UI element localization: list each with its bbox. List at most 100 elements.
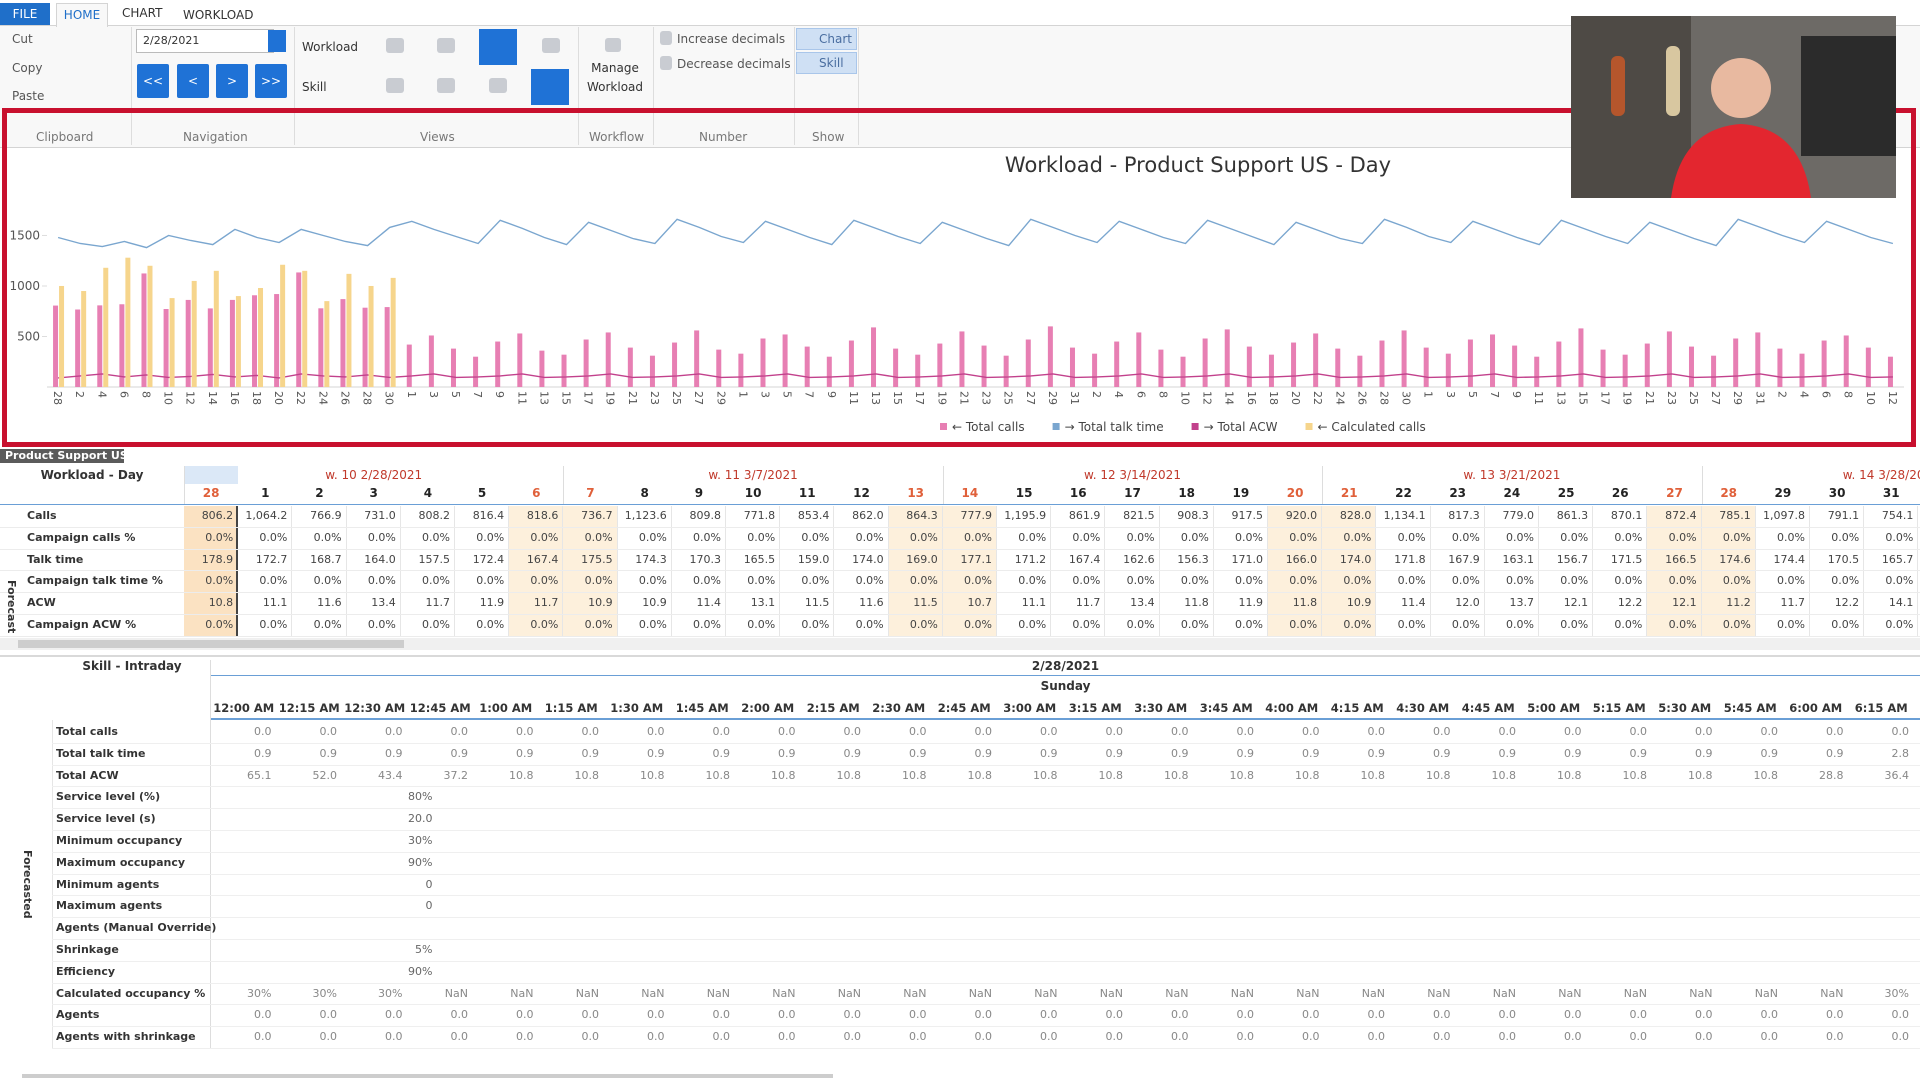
table-cell: NaN [670, 987, 736, 1000]
table-cell: NaN [1194, 987, 1260, 1000]
table-cell: 172.4 [455, 553, 509, 566]
side-label: Forecasted [21, 850, 34, 919]
row-label: Agents (Manual Override) [56, 921, 216, 934]
row-rule [52, 1026, 1920, 1027]
time-header: 1:45 AM [670, 701, 736, 715]
table-cell: 171.2 [997, 553, 1051, 566]
table-cell: 0.0 [1456, 1030, 1522, 1043]
row-label: Total talk time [56, 747, 145, 760]
time-header: 3:45 AM [1194, 701, 1260, 715]
table-cell: 0.0 [1652, 1030, 1718, 1043]
table-cell: 0.0 [932, 1030, 998, 1043]
table-cell: 0.0 [1456, 725, 1522, 738]
table-cell: 0.0% [1376, 618, 1430, 631]
table-cell: 0.0 [277, 1030, 343, 1043]
table-cell: 0.0 [277, 1008, 343, 1021]
table-cell: 11.4 [672, 596, 726, 609]
table-cell: 10.8 [473, 769, 539, 782]
day-header: 27 [1647, 486, 1701, 500]
table-cell: 0.0% [943, 531, 997, 544]
table-cell: 11.6 [834, 596, 888, 609]
table-cell: 170.5 [1810, 553, 1864, 566]
row-label: Maximum agents [56, 899, 162, 912]
table-cell: 1,123.6 [618, 509, 672, 522]
time-header: 4:45 AM [1456, 701, 1522, 715]
row-rule [52, 808, 1920, 809]
table-cell: 166.5 [1647, 553, 1701, 566]
time-header: 2:45 AM [932, 701, 998, 715]
table-cell: 11.5 [780, 596, 834, 609]
table-cell: 30% [342, 987, 408, 1000]
table-cell: 28.8 [1783, 769, 1849, 782]
table-cell: 11.4 [1376, 596, 1430, 609]
table-cell: 0.0% [347, 574, 401, 587]
table-cell: 0.9 [604, 747, 670, 760]
table-cell: 0.0% [780, 531, 834, 544]
table-cell: NaN [1456, 987, 1522, 1000]
row-rule [0, 636, 1920, 637]
table-cell: 11.7 [509, 596, 563, 609]
scroll-thumb [22, 1074, 833, 1078]
table-cell: 808.2 [401, 509, 455, 522]
table-cell: 12.0 [1431, 596, 1485, 609]
table-cell: 0.0 [1849, 725, 1915, 738]
time-header: 12:00 AM [211, 701, 277, 715]
table-cell: 0.0% [834, 574, 888, 587]
table-cell: 920.0 [1268, 509, 1322, 522]
table-cell: 0.0 [735, 725, 801, 738]
table-cell: 0.0% [184, 574, 238, 587]
table-cell: 0.0% [1647, 531, 1701, 544]
table-cell: 168.7 [292, 553, 346, 566]
day-header: 1 [238, 486, 292, 500]
table-cell: 917.5 [1214, 509, 1268, 522]
table-cell: 0.0% [184, 531, 238, 544]
table-cell: 754.1 [1864, 509, 1918, 522]
table-cell: 0.0% [1539, 618, 1593, 631]
table-cell: 11.9 [455, 596, 509, 609]
table-cell: NaN [1128, 987, 1194, 1000]
table-cell: 0.0% [1431, 531, 1485, 544]
table-cell: 0.0% [1756, 618, 1810, 631]
row-rule [52, 830, 1920, 831]
day-header: 28 [184, 486, 238, 500]
day-header: 16 [1051, 486, 1105, 500]
table-cell: 0.9 [1194, 747, 1260, 760]
table-cell: 0.0% [292, 574, 346, 587]
table-cell: 809.8 [672, 509, 726, 522]
table-cell: 10.8 [184, 596, 238, 609]
day-header: 10 [726, 486, 780, 500]
table-cell: 10.8 [1128, 769, 1194, 782]
table-cell: 0.9 [1587, 747, 1653, 760]
table-cell: 0.9 [342, 747, 408, 760]
table-cell: 11.7 [401, 596, 455, 609]
week-label: w. 11 3/7/2021 [563, 468, 942, 482]
table-cell: 0.9 [1390, 747, 1456, 760]
table-cell: 0.0% [1864, 618, 1918, 631]
time-header: 3:30 AM [1128, 701, 1194, 715]
table-cell: 10.8 [735, 769, 801, 782]
time-header: 12:30 AM [342, 701, 408, 715]
table-cell: 0.0 [932, 725, 998, 738]
table-cell: 0.0% [1160, 618, 1214, 631]
table-cell: 0.0 [1390, 1008, 1456, 1021]
table-cell: 0.0% [1810, 618, 1864, 631]
row-label: Maximum occupancy [56, 856, 185, 869]
table-cell: 0.0% [401, 531, 455, 544]
table-cell: 0.0 [1652, 1008, 1718, 1021]
table-cell: 0.0% [1214, 531, 1268, 544]
table-cell: 0.0 [604, 1008, 670, 1021]
table-cell: 0.0 [211, 1030, 277, 1043]
row-rule [0, 570, 1920, 571]
time-header: 1:00 AM [473, 701, 539, 715]
table-cell: 0.0% [1593, 618, 1647, 631]
table-cell: 0.0 [342, 725, 408, 738]
day-header: 5 [455, 486, 509, 500]
table-cell: 0.0% [1214, 574, 1268, 587]
table-cell: 10.8 [801, 769, 867, 782]
table-cell: 174.4 [1756, 553, 1810, 566]
table-cell: 0.0% [618, 531, 672, 544]
table-cell: NaN [1587, 987, 1653, 1000]
table-cell: 1,064.2 [238, 509, 292, 522]
table-cell: 156.7 [1539, 553, 1593, 566]
time-header: 6:00 AM [1783, 701, 1849, 715]
